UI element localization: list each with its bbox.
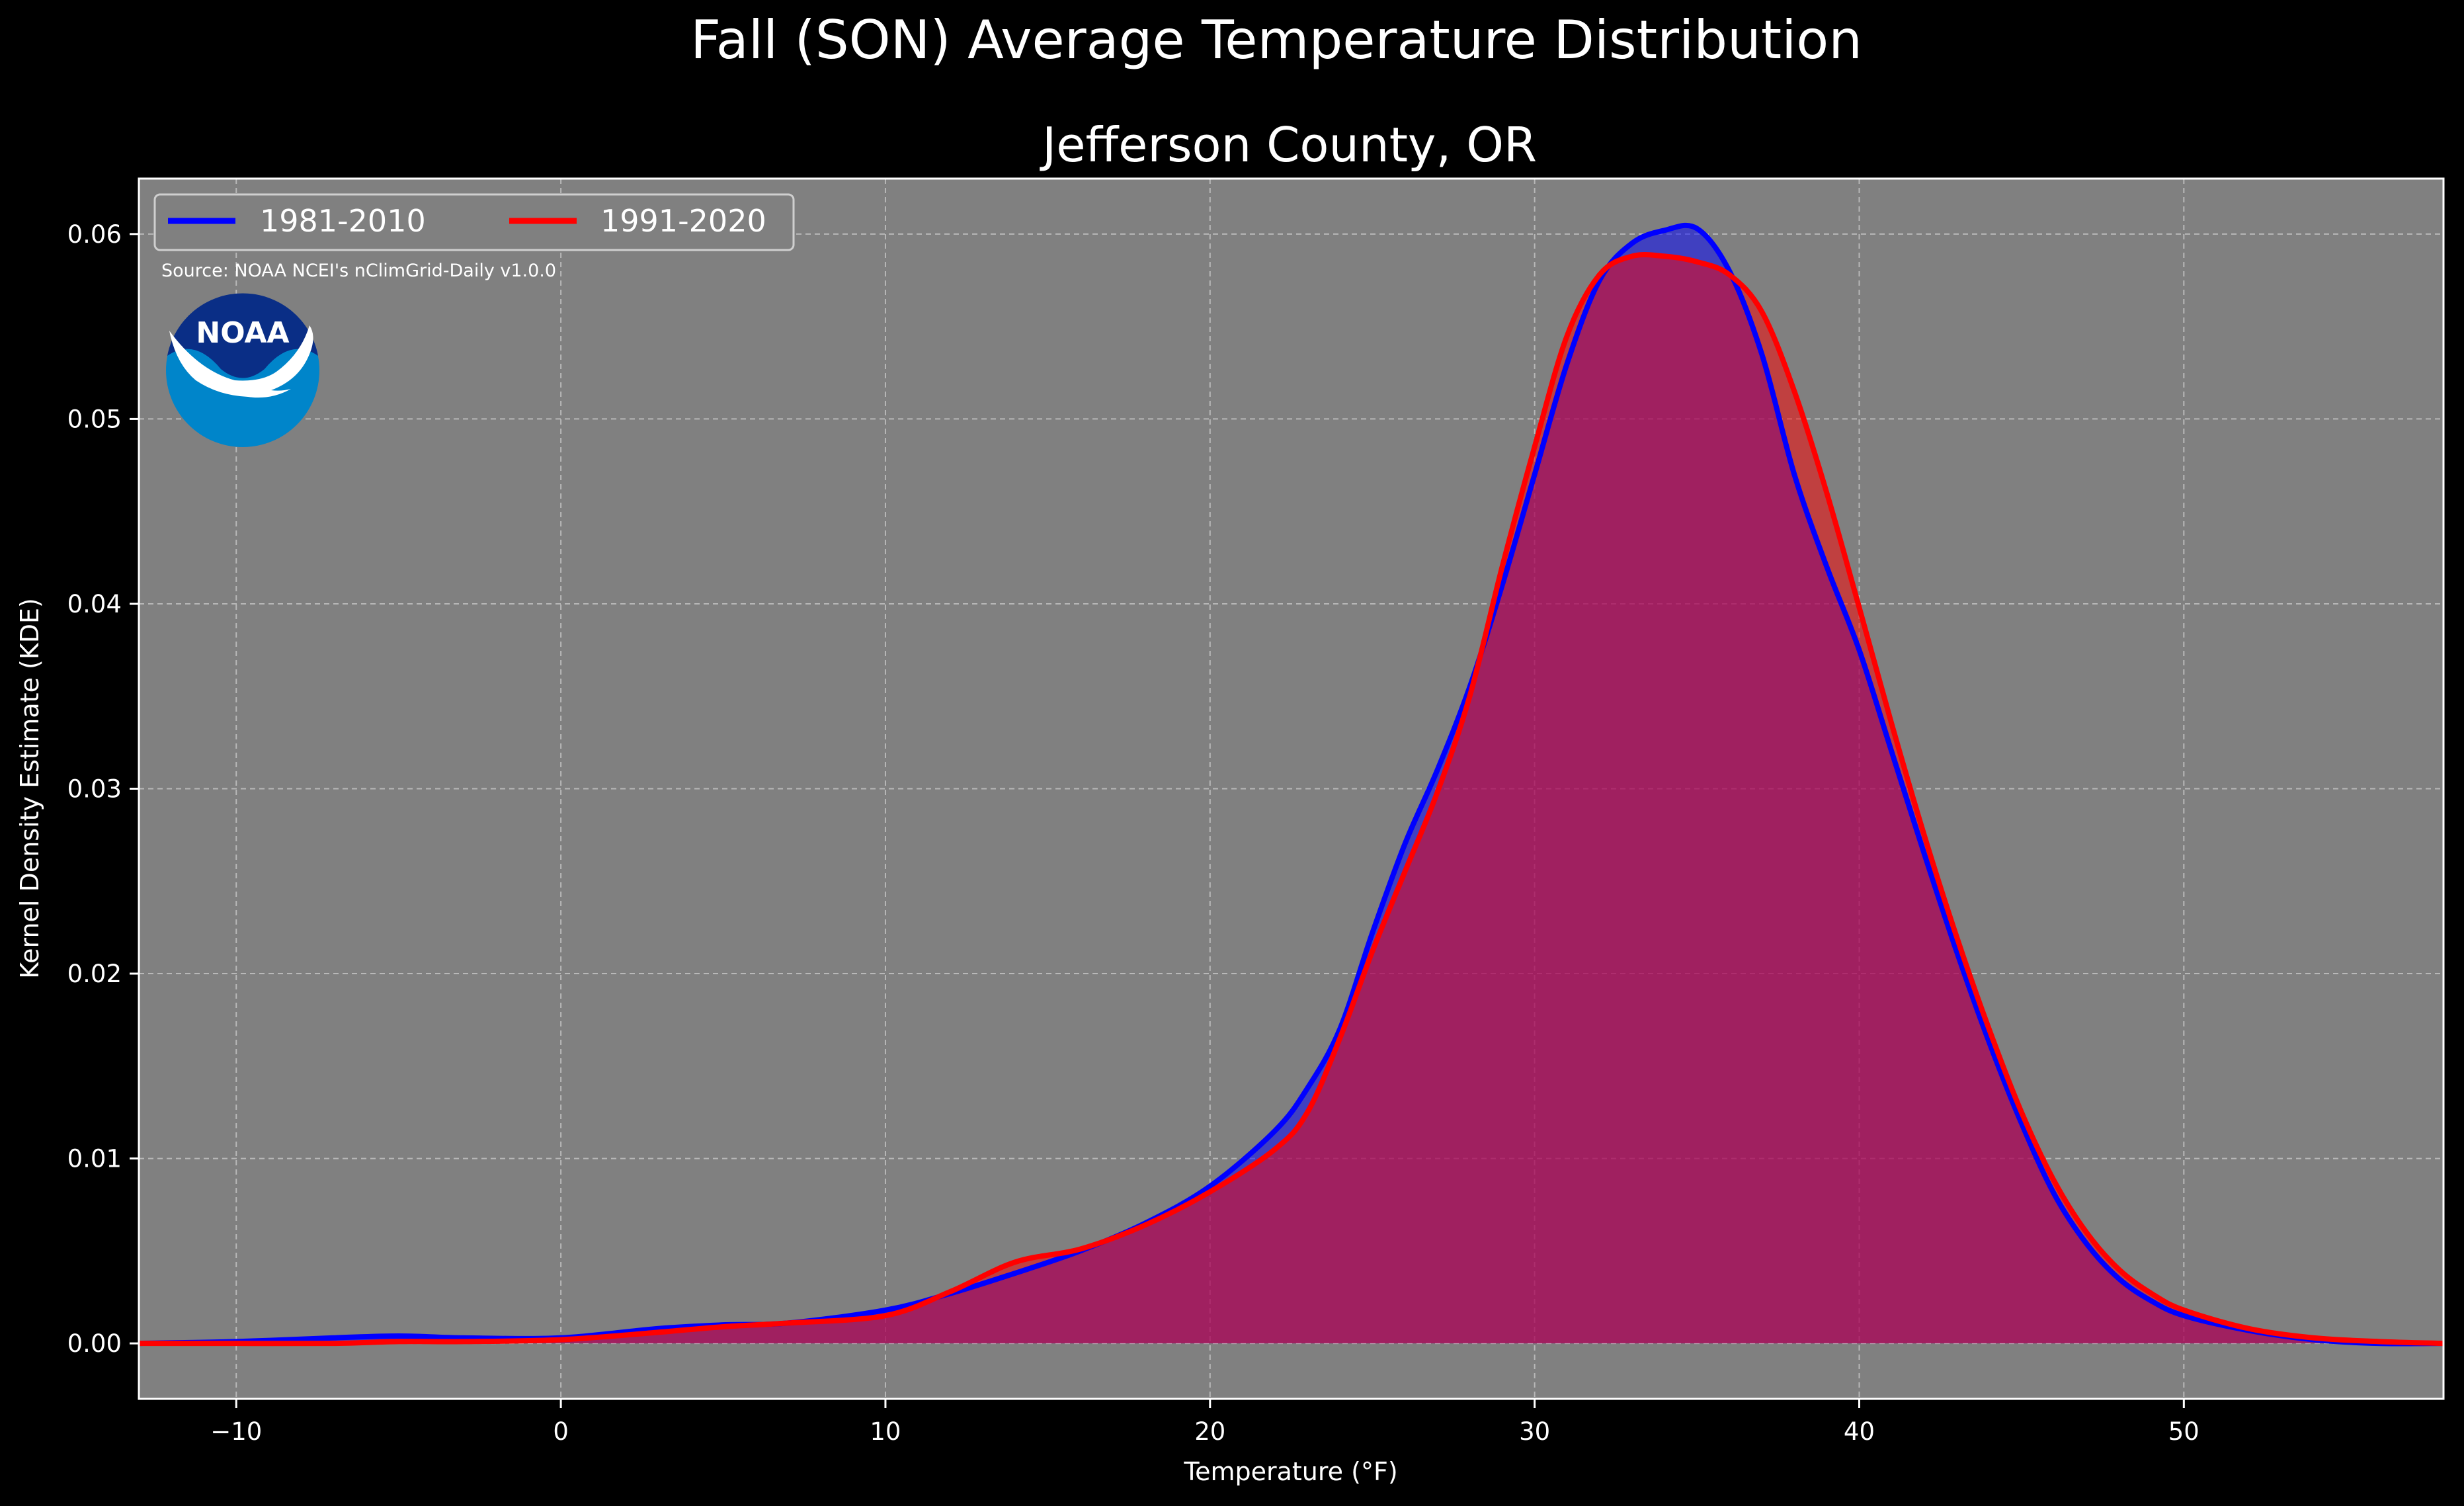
y-tick-label: 0.03 xyxy=(67,775,122,804)
area-fill-1991-2020 xyxy=(139,254,2443,1344)
y-tick-label: 0.05 xyxy=(67,405,122,433)
noaa-logo: NOAA xyxy=(166,293,319,447)
noaa-logo-upper xyxy=(167,293,318,378)
x-tick-label: 20 xyxy=(1194,1417,1225,1446)
y-axis-label: Kernel Density Estimate (KDE) xyxy=(15,598,44,979)
y-tick-label: 0.00 xyxy=(67,1329,122,1358)
series-line-1991-2020 xyxy=(139,251,2444,1347)
legend-box xyxy=(153,193,795,251)
noaa-bird-icon xyxy=(169,325,313,398)
y-tick-label: 0.02 xyxy=(67,960,122,988)
y-tick-label: 0.01 xyxy=(67,1145,122,1173)
axis-ticks: −10 0 10 20 30 40 50 0.00 0.01 0.02 0.03 0.04 0.05 0.… xyxy=(67,220,2199,1446)
y-tick-label: 0.04 xyxy=(67,590,122,618)
source-note: Source: NOAA NCEI's nClimGrid-Daily v1.0… xyxy=(161,261,556,281)
series-layer xyxy=(138,222,2444,1347)
x-tick-label: 40 xyxy=(1844,1417,1875,1446)
y-tick-label: 0.06 xyxy=(67,220,122,249)
chart-title: Jefferson County, OR xyxy=(1040,117,1537,173)
chart-suptitle: Fall (SON) Average Temperature Distribut… xyxy=(690,9,1862,71)
x-tick-label: 30 xyxy=(1519,1417,1550,1446)
legend-label-1981-2010: 1981-2010 xyxy=(260,203,426,239)
legend-label-1991-2020: 1991-2020 xyxy=(600,203,766,239)
x-axis-label: Temperature (°F) xyxy=(1183,1457,1397,1486)
x-tick-label: −10 xyxy=(210,1417,262,1446)
legend: 1981-2010 1991-2020 xyxy=(153,193,795,251)
noaa-logo-text: NOAA xyxy=(196,316,289,350)
x-tick-label: 10 xyxy=(870,1417,901,1446)
x-tick-label: 0 xyxy=(553,1417,569,1446)
x-tick-label: 50 xyxy=(2168,1417,2199,1446)
